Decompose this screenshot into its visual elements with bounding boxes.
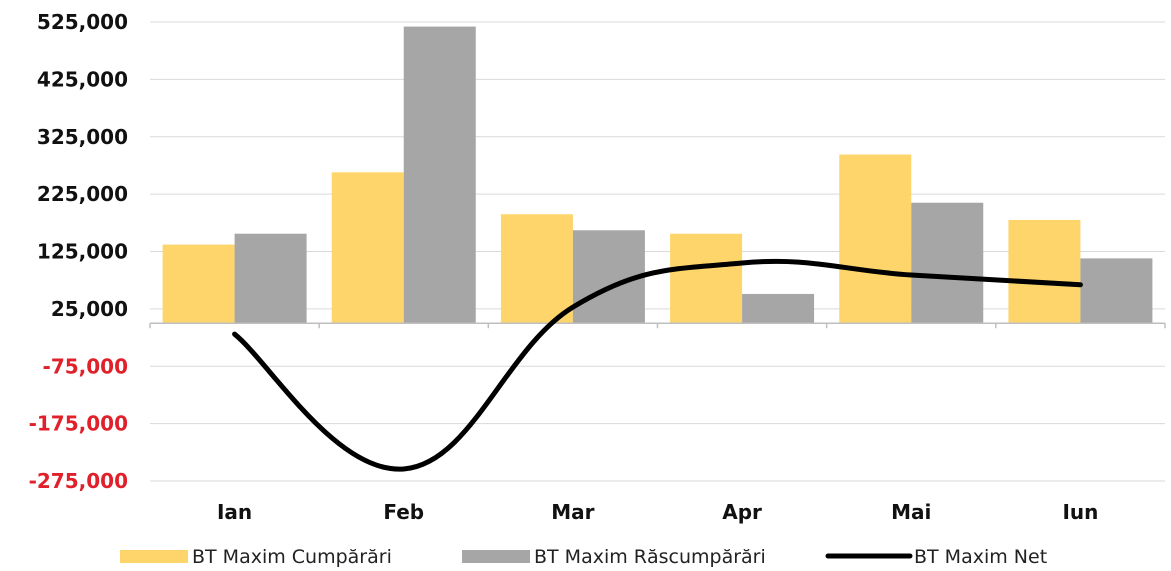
legend-label-bt-maxim-net: BT Maxim Net [914,546,1047,568]
bar-bt-maxim-rascumparari-ian [234,233,307,324]
gridlines [150,21,1165,482]
x-axis [149,322,1166,329]
bar-bt-maxim-rascumparari-feb [403,26,476,324]
bar-bt-maxim-cumparari-feb [331,172,404,324]
x-tick-label-iun: Iun [1062,500,1098,524]
x-tick-label-mar: Mar [551,500,594,524]
net-line [232,258,1083,472]
bar-bt-maxim-cumparari-mar [500,214,573,324]
legend-swatch-bt-maxim-rascumparari [462,550,530,563]
y-tick-label: 325,000 [37,125,128,149]
y-axis-ticks: 525,000 425,000 325,000 225,000 125,000 25,00… [29,10,128,493]
x-tick-label-feb: Feb [383,500,424,524]
bar-bt-maxim-rascumparari-mai [911,202,984,324]
y-tick-label: 525,000 [37,10,128,34]
bar-bt-maxim-rascumparari-iun [1080,258,1153,324]
y-tick-label: -175,000 [29,412,128,436]
bar-bt-maxim-rascumparari-apr [742,293,815,324]
y-tick-label: -275,000 [29,469,128,493]
y-tick-label: 25,000 [51,297,128,321]
bar-bt-maxim-cumparari-mai [839,154,912,324]
bar-bt-maxim-cumparari-ian [162,244,235,324]
x-tick-label-ian: Ian [217,500,252,524]
legend-swatch-bt-maxim-cumparari [120,550,188,563]
legend-label-bt-maxim-cumparari: BT Maxim Cumpărări [192,546,392,568]
y-tick-label: 125,000 [37,240,128,264]
legend-label-bt-maxim-rascumparari: BT Maxim Răscumpărări [534,546,766,568]
bars [162,26,1153,324]
bar-bt-maxim-cumparari-apr [670,233,743,324]
line-bt-maxim-net [232,258,1083,472]
bar-bt-maxim-cumparari-iun [1008,219,1081,324]
x-axis-categories: Ian Feb Mar Apr Mai Iun [217,500,1098,524]
x-tick-label-mai: Mai [891,500,931,524]
x-tick-label-apr: Apr [722,500,762,524]
legend: BT Maxim Cumpărări BT Maxim Răscumpărări B… [120,546,1047,568]
y-tick-label: 425,000 [37,67,128,91]
y-tick-label: 225,000 [37,182,128,206]
y-tick-label: -75,000 [43,354,128,378]
